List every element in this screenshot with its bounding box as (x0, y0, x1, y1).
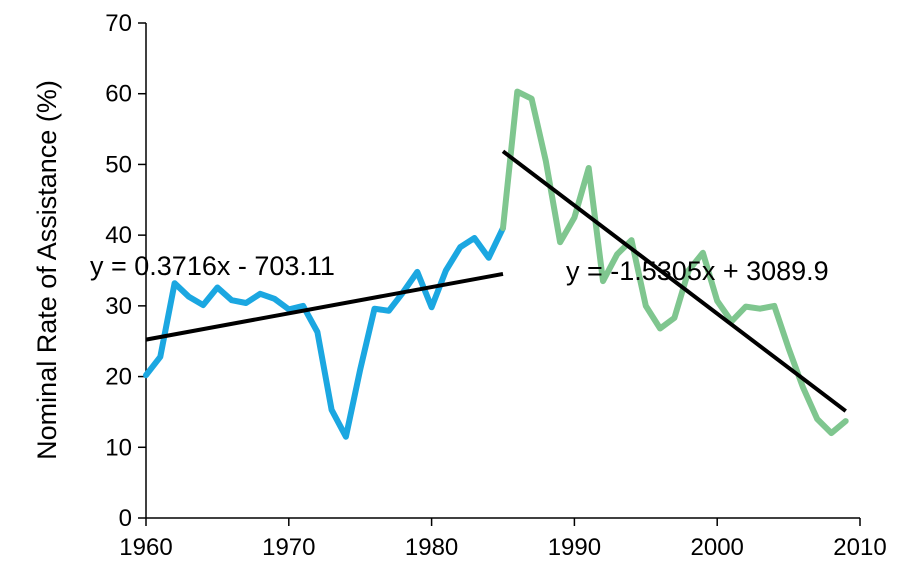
trendline-equation-2: y = -1.5305x + 3089.9 (566, 256, 829, 286)
y-tick-label: 0 (119, 505, 132, 532)
trendline-1 (145, 271, 504, 342)
y-tick-label: 10 (105, 434, 132, 461)
y-tick-label: 60 (105, 81, 132, 108)
y-axis-title: Nominal Rate of Assistance (%) (32, 80, 62, 460)
x-tick-label: 1980 (405, 534, 458, 561)
x-tick-label: 1970 (262, 534, 315, 561)
series-line-2 (500, 88, 849, 437)
series-line-1 (143, 225, 506, 440)
y-tick-label: 50 (105, 151, 132, 178)
x-axis-ticks: 1960 1970 1980 1990 2000 2010 (119, 518, 887, 561)
trendline-2 (501, 149, 847, 413)
trendline-equation-1: y = 0.3716x - 703.11 (90, 251, 335, 281)
y-tick-label: 70 (105, 10, 132, 37)
y-axis-ticks: 0 10 20 30 40 50 60 70 (105, 10, 146, 532)
x-tick-label: 2000 (691, 534, 744, 561)
x-tick-label: 1990 (548, 534, 601, 561)
y-tick-label: 30 (105, 293, 132, 320)
x-tick-label: 1960 (119, 534, 172, 561)
series-layer (143, 88, 849, 440)
chart-axes (145, 23, 860, 519)
trendline-layer (145, 149, 847, 413)
y-tick-label: 40 (105, 222, 132, 249)
y-tick-label: 20 (105, 364, 132, 391)
x-tick-label: 2010 (833, 534, 886, 561)
